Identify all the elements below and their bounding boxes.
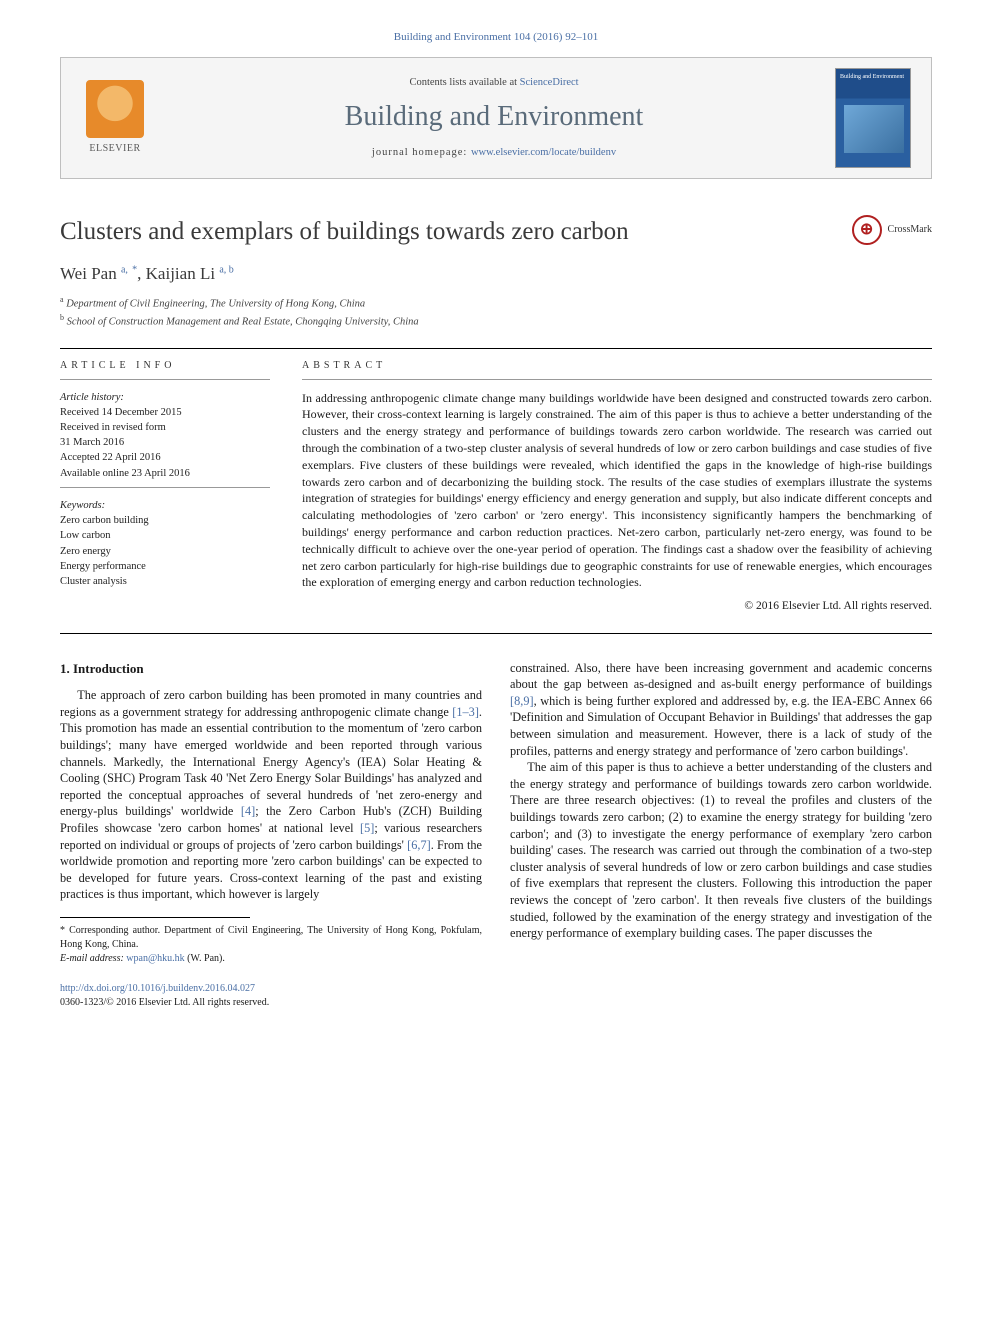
contents-prefix: Contents lists available at — [409, 77, 519, 88]
corresponding-author: * Corresponding author. Department of Ci… — [60, 924, 482, 952]
crossmark-label: CrossMark — [888, 223, 932, 237]
affiliation-b: School of Construction Management and Re… — [67, 316, 419, 327]
keyword-2: Zero energy — [60, 544, 270, 559]
history-accepted: Accepted 22 April 2016 — [60, 450, 270, 465]
history-revised-2: 31 March 2016 — [60, 435, 270, 450]
history-revised-1: Received in revised form — [60, 420, 270, 435]
publisher-block: ELSEVIER — [77, 80, 153, 156]
keywords-block: Keywords: Zero carbon building Low carbo… — [60, 498, 270, 589]
body-columns: 1. Introduction The approach of zero car… — [60, 660, 932, 966]
keywords-label: Keywords: — [60, 498, 270, 513]
ref-8-9[interactable]: [8,9] — [510, 694, 534, 708]
rule-abs — [302, 379, 932, 380]
abstract-col: ABSTRACT In addressing anthropogenic cli… — [302, 359, 932, 615]
author-sep: , — [137, 264, 146, 283]
ref-5[interactable]: [5] — [360, 821, 374, 835]
banner-center: Contents lists available at ScienceDirec… — [153, 76, 835, 160]
author-2-name: Kaijian Li — [146, 264, 215, 283]
rule-bottom — [60, 633, 932, 634]
sciencedirect-link[interactable]: ScienceDirect — [520, 77, 579, 88]
p1f: constrained. Also, there have been incre… — [510, 661, 932, 692]
article-info-col: ARTICLE INFO Article history: Received 1… — [60, 359, 270, 615]
article-history: Article history: Received 14 December 20… — [60, 390, 270, 481]
intro-heading: 1. Introduction — [60, 660, 482, 678]
keyword-4: Cluster analysis — [60, 574, 270, 589]
intro-p1-col1: The approach of zero carbon building has… — [60, 687, 482, 903]
email-suffix: (W. Pan). — [185, 953, 225, 964]
contents-line: Contents lists available at ScienceDirec… — [153, 76, 835, 90]
journal-banner: ELSEVIER Contents lists available at Sci… — [60, 57, 932, 179]
history-label: Article history: — [60, 390, 270, 405]
journal-name: Building and Environment — [153, 98, 835, 136]
author-2-aff: a, b — [219, 264, 233, 275]
ref-4[interactable]: [4] — [241, 804, 255, 818]
crossmark-icon: ⊕ — [852, 215, 882, 245]
keyword-3: Energy performance — [60, 559, 270, 574]
author-1-aff: a, — [121, 264, 128, 275]
email-link[interactable]: wpan@hku.hk — [126, 953, 184, 964]
affiliations: a Department of Civil Engineering, The U… — [60, 294, 932, 331]
homepage-prefix: journal homepage: — [372, 147, 471, 158]
footnotes: * Corresponding author. Department of Ci… — [60, 924, 482, 966]
copyright-line: © 2016 Elsevier Ltd. All rights reserved… — [302, 599, 932, 615]
abstract-text: In addressing anthropogenic climate chan… — [302, 390, 932, 592]
email-line: E-mail address: wpan@hku.hk (W. Pan). — [60, 952, 482, 966]
citation-line: Building and Environment 104 (2016) 92–1… — [60, 30, 932, 45]
cover-label: Building and Environment — [840, 73, 906, 81]
p1a: The approach of zero carbon building has… — [60, 688, 482, 719]
homepage-line: journal homepage: www.elsevier.com/locat… — [153, 146, 835, 160]
author-1-name: Wei Pan — [60, 264, 117, 283]
p1b: . This promotion has made an essential c… — [60, 705, 482, 819]
article-info-head: ARTICLE INFO — [60, 359, 270, 373]
homepage-link[interactable]: www.elsevier.com/locate/buildenv — [471, 147, 616, 158]
affiliation-a: Department of Civil Engineering, The Uni… — [66, 298, 365, 309]
history-online: Available online 23 April 2016 — [60, 466, 270, 481]
email-label: E-mail address: — [60, 953, 126, 964]
cover-block: Building and Environment — [835, 68, 915, 168]
intro-p2: The aim of this paper is thus to achieve… — [510, 759, 932, 942]
journal-cover-thumb: Building and Environment — [835, 68, 911, 168]
footnote-separator — [60, 917, 250, 918]
keyword-1: Low carbon — [60, 528, 270, 543]
ref-1-3[interactable]: [1–3] — [452, 705, 479, 719]
history-received: Received 14 December 2015 — [60, 405, 270, 420]
ref-6-7[interactable]: [6,7] — [407, 838, 431, 852]
intro-p1-col2: constrained. Also, there have been incre… — [510, 660, 932, 760]
elsevier-tree-icon — [86, 80, 144, 138]
publisher-label: ELSEVIER — [89, 142, 140, 156]
rule-kw — [60, 487, 270, 488]
p1g: , which is being further explored and ad… — [510, 694, 932, 758]
doi-link[interactable]: http://dx.doi.org/10.1016/j.buildenv.201… — [60, 983, 255, 994]
authors-line: Wei Pan a, *, Kaijian Li a, b — [60, 263, 932, 286]
rule-top — [60, 348, 932, 349]
keyword-0: Zero carbon building — [60, 513, 270, 528]
bottom-block: http://dx.doi.org/10.1016/j.buildenv.201… — [60, 982, 932, 1010]
issn-copyright: 0360-1323/© 2016 Elsevier Ltd. All right… — [60, 996, 932, 1010]
article-title: Clusters and exemplars of buildings towa… — [60, 215, 629, 249]
crossmark-badge[interactable]: ⊕ CrossMark — [852, 215, 932, 245]
abstract-head: ABSTRACT — [302, 359, 932, 373]
rule-info — [60, 379, 270, 380]
